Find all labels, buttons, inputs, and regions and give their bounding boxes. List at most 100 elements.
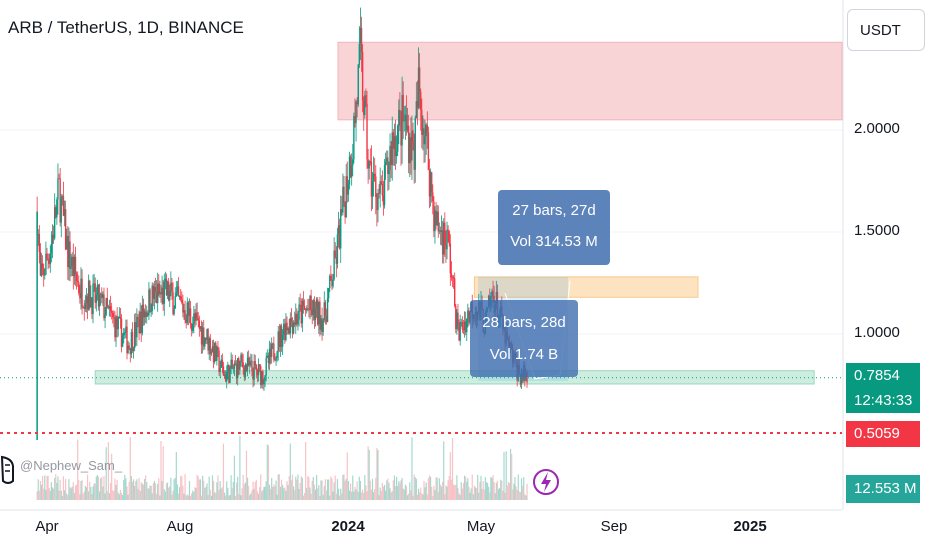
candle-body [113,317,115,319]
volume-bar [473,485,476,500]
volume-bar [109,483,112,500]
candle-body [299,304,301,306]
candle-body [383,165,386,206]
volume-bar [62,476,65,500]
candle-body [106,297,108,307]
currency-button[interactable]: USDT [847,9,925,51]
candle-body [264,375,266,381]
volume-bar [96,474,99,500]
candle-body [216,346,218,361]
volume-bar [164,491,166,500]
candle-body [412,130,414,142]
candle-body [245,364,248,371]
candle-body [198,320,201,329]
volume-bar [366,491,368,500]
volume-bar [401,477,403,500]
candle-body [263,380,265,384]
candle-body [137,316,139,320]
candle-body [251,360,253,371]
volume-bar [340,488,342,500]
volume-bar [63,490,66,500]
candle-body [520,373,523,385]
time-tick: 2024 [331,518,365,535]
volume-bar [413,474,415,500]
volume-bar [445,485,447,500]
volume-bar [416,494,419,500]
candle-body [400,112,402,146]
volume-bar [174,477,176,500]
candle-body [458,327,460,341]
candle-body [221,359,224,367]
volume-bar [70,488,72,500]
volume-bar [45,489,47,500]
volume-bar [237,476,239,500]
volume-bar [481,488,483,500]
candle-body [211,346,214,353]
volume-bar [107,442,109,500]
volume-bar [274,485,276,500]
candle-body [188,308,191,316]
volume-bar [188,480,191,500]
volume-bar [505,451,507,500]
candle-body [369,161,372,163]
lightning-bolt-icon[interactable] [531,463,561,501]
volume-bar [36,491,38,500]
volume-bar [56,482,58,500]
price-tick: 1.0000 [854,324,900,341]
volume-bar [152,483,154,500]
candle-body [432,192,434,202]
volume-bar [314,489,317,500]
volume-bar [119,489,122,500]
candle-body [262,371,264,384]
volume-bar [139,490,141,500]
volume-bar [404,484,406,500]
volume-bar [399,483,401,500]
volume-bar [379,487,381,500]
volume-bar [482,481,484,500]
candle-body [167,281,170,301]
measure-tooltip-2[interactable]: 28 bars, 28d Vol 1.74 B [470,300,578,377]
volume-bar [348,490,351,500]
candle-body [169,290,171,301]
candle-body [223,374,226,376]
volume-bar [200,495,203,500]
volume-bar [291,474,294,500]
candle-body [74,256,77,274]
candle-body [121,335,124,347]
candle-body [247,357,250,366]
volume-bar [282,485,284,500]
price-tick: 1.5000 [854,222,900,239]
candle-body [308,309,310,311]
volume-bar [369,480,371,500]
volume-bar [385,490,387,500]
volume-bar [194,487,196,500]
candle-body [428,170,431,197]
candle-body [398,109,400,126]
candle-body [402,95,404,121]
candle-body [217,346,219,351]
volume-bar [191,493,193,500]
measure-tooltip-1[interactable]: 27 bars, 27d Vol 314.53 M [498,190,610,265]
volume-bar [207,495,209,500]
candle-body [117,318,119,330]
volume-bar [483,489,485,500]
volume-bar [339,495,341,500]
volume-bar [406,495,409,500]
candle-body [61,196,64,198]
volume-bar [424,487,426,500]
candle-body [230,359,232,368]
measure-bars-label: 27 bars, 27d [512,202,596,219]
candle-body [291,322,294,334]
author-avatar-icon [0,455,15,484]
volume-bar [300,476,302,500]
candle-body [401,95,403,146]
volume-bar [462,483,465,500]
volume-bar [329,495,331,500]
candle-body [277,331,279,352]
candle-body [364,95,366,115]
volume-bar [38,490,40,500]
last-price-value: 0.7854 [854,367,900,384]
volume-bar [165,483,168,500]
